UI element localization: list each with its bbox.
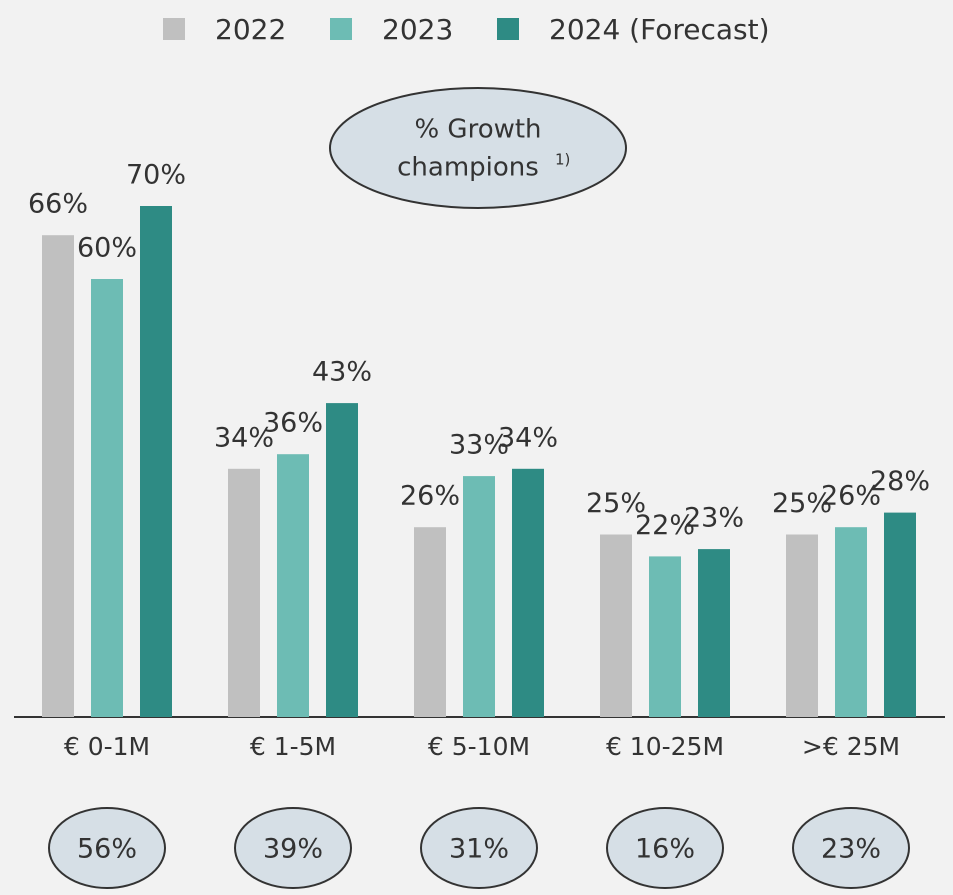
value-label: 25% <box>586 488 646 519</box>
bar <box>463 476 495 717</box>
value-label: 26% <box>400 481 460 512</box>
footnote-marker: 1) <box>555 151 570 169</box>
value-label: 23% <box>684 503 744 534</box>
value-label: 34% <box>214 422 274 453</box>
growth-title: % Growth <box>414 115 541 145</box>
value-label: 60% <box>77 233 137 264</box>
growth-circle <box>48 807 166 889</box>
bar <box>649 556 681 717</box>
bar <box>228 468 260 717</box>
value-label: 66% <box>28 189 88 220</box>
x-tick-label: € 10-25M <box>606 732 724 761</box>
value-label: 26% <box>821 481 881 512</box>
value-label: 34% <box>498 422 558 453</box>
legend-swatch <box>163 18 185 40</box>
growth-circle <box>234 807 352 889</box>
bar <box>91 279 123 717</box>
growth-label: 16% <box>635 834 695 865</box>
bar <box>414 527 446 717</box>
bar <box>835 527 867 717</box>
x-tick-label: € 1-5M <box>250 732 336 761</box>
growth-circle <box>792 807 910 889</box>
growth-circle <box>606 807 724 889</box>
bar <box>600 534 632 717</box>
legend-label: 2023 <box>382 13 453 46</box>
bar <box>512 468 544 717</box>
x-tick-label: >€ 25M <box>802 732 900 761</box>
growth-circle <box>420 807 538 889</box>
bar <box>884 512 916 717</box>
legend-swatch <box>330 18 352 40</box>
bar <box>42 235 74 717</box>
bar <box>277 454 309 717</box>
bar <box>698 549 730 717</box>
value-label: 22% <box>635 510 695 541</box>
value-label: 70% <box>126 160 186 191</box>
value-label: 28% <box>870 466 930 497</box>
growth-label: 56% <box>77 834 137 865</box>
growth-label: 39% <box>263 834 323 865</box>
growth-ellipse <box>329 87 627 209</box>
legend-label: 2024 (Forecast) <box>549 13 770 46</box>
value-label: 33% <box>449 430 509 461</box>
bar <box>140 206 172 717</box>
growth-label: 23% <box>821 834 881 865</box>
value-label: 25% <box>772 488 832 519</box>
growth-title: champions <box>397 153 539 183</box>
legend-label: 2022 <box>215 13 286 46</box>
value-label: 36% <box>263 408 323 439</box>
bar <box>786 534 818 717</box>
legend-swatch <box>497 18 519 40</box>
growth-label: 31% <box>449 834 509 865</box>
x-tick-label: € 5-10M <box>428 732 530 761</box>
bar <box>326 403 358 717</box>
value-label: 43% <box>312 357 372 388</box>
x-tick-label: € 0-1M <box>64 732 150 761</box>
